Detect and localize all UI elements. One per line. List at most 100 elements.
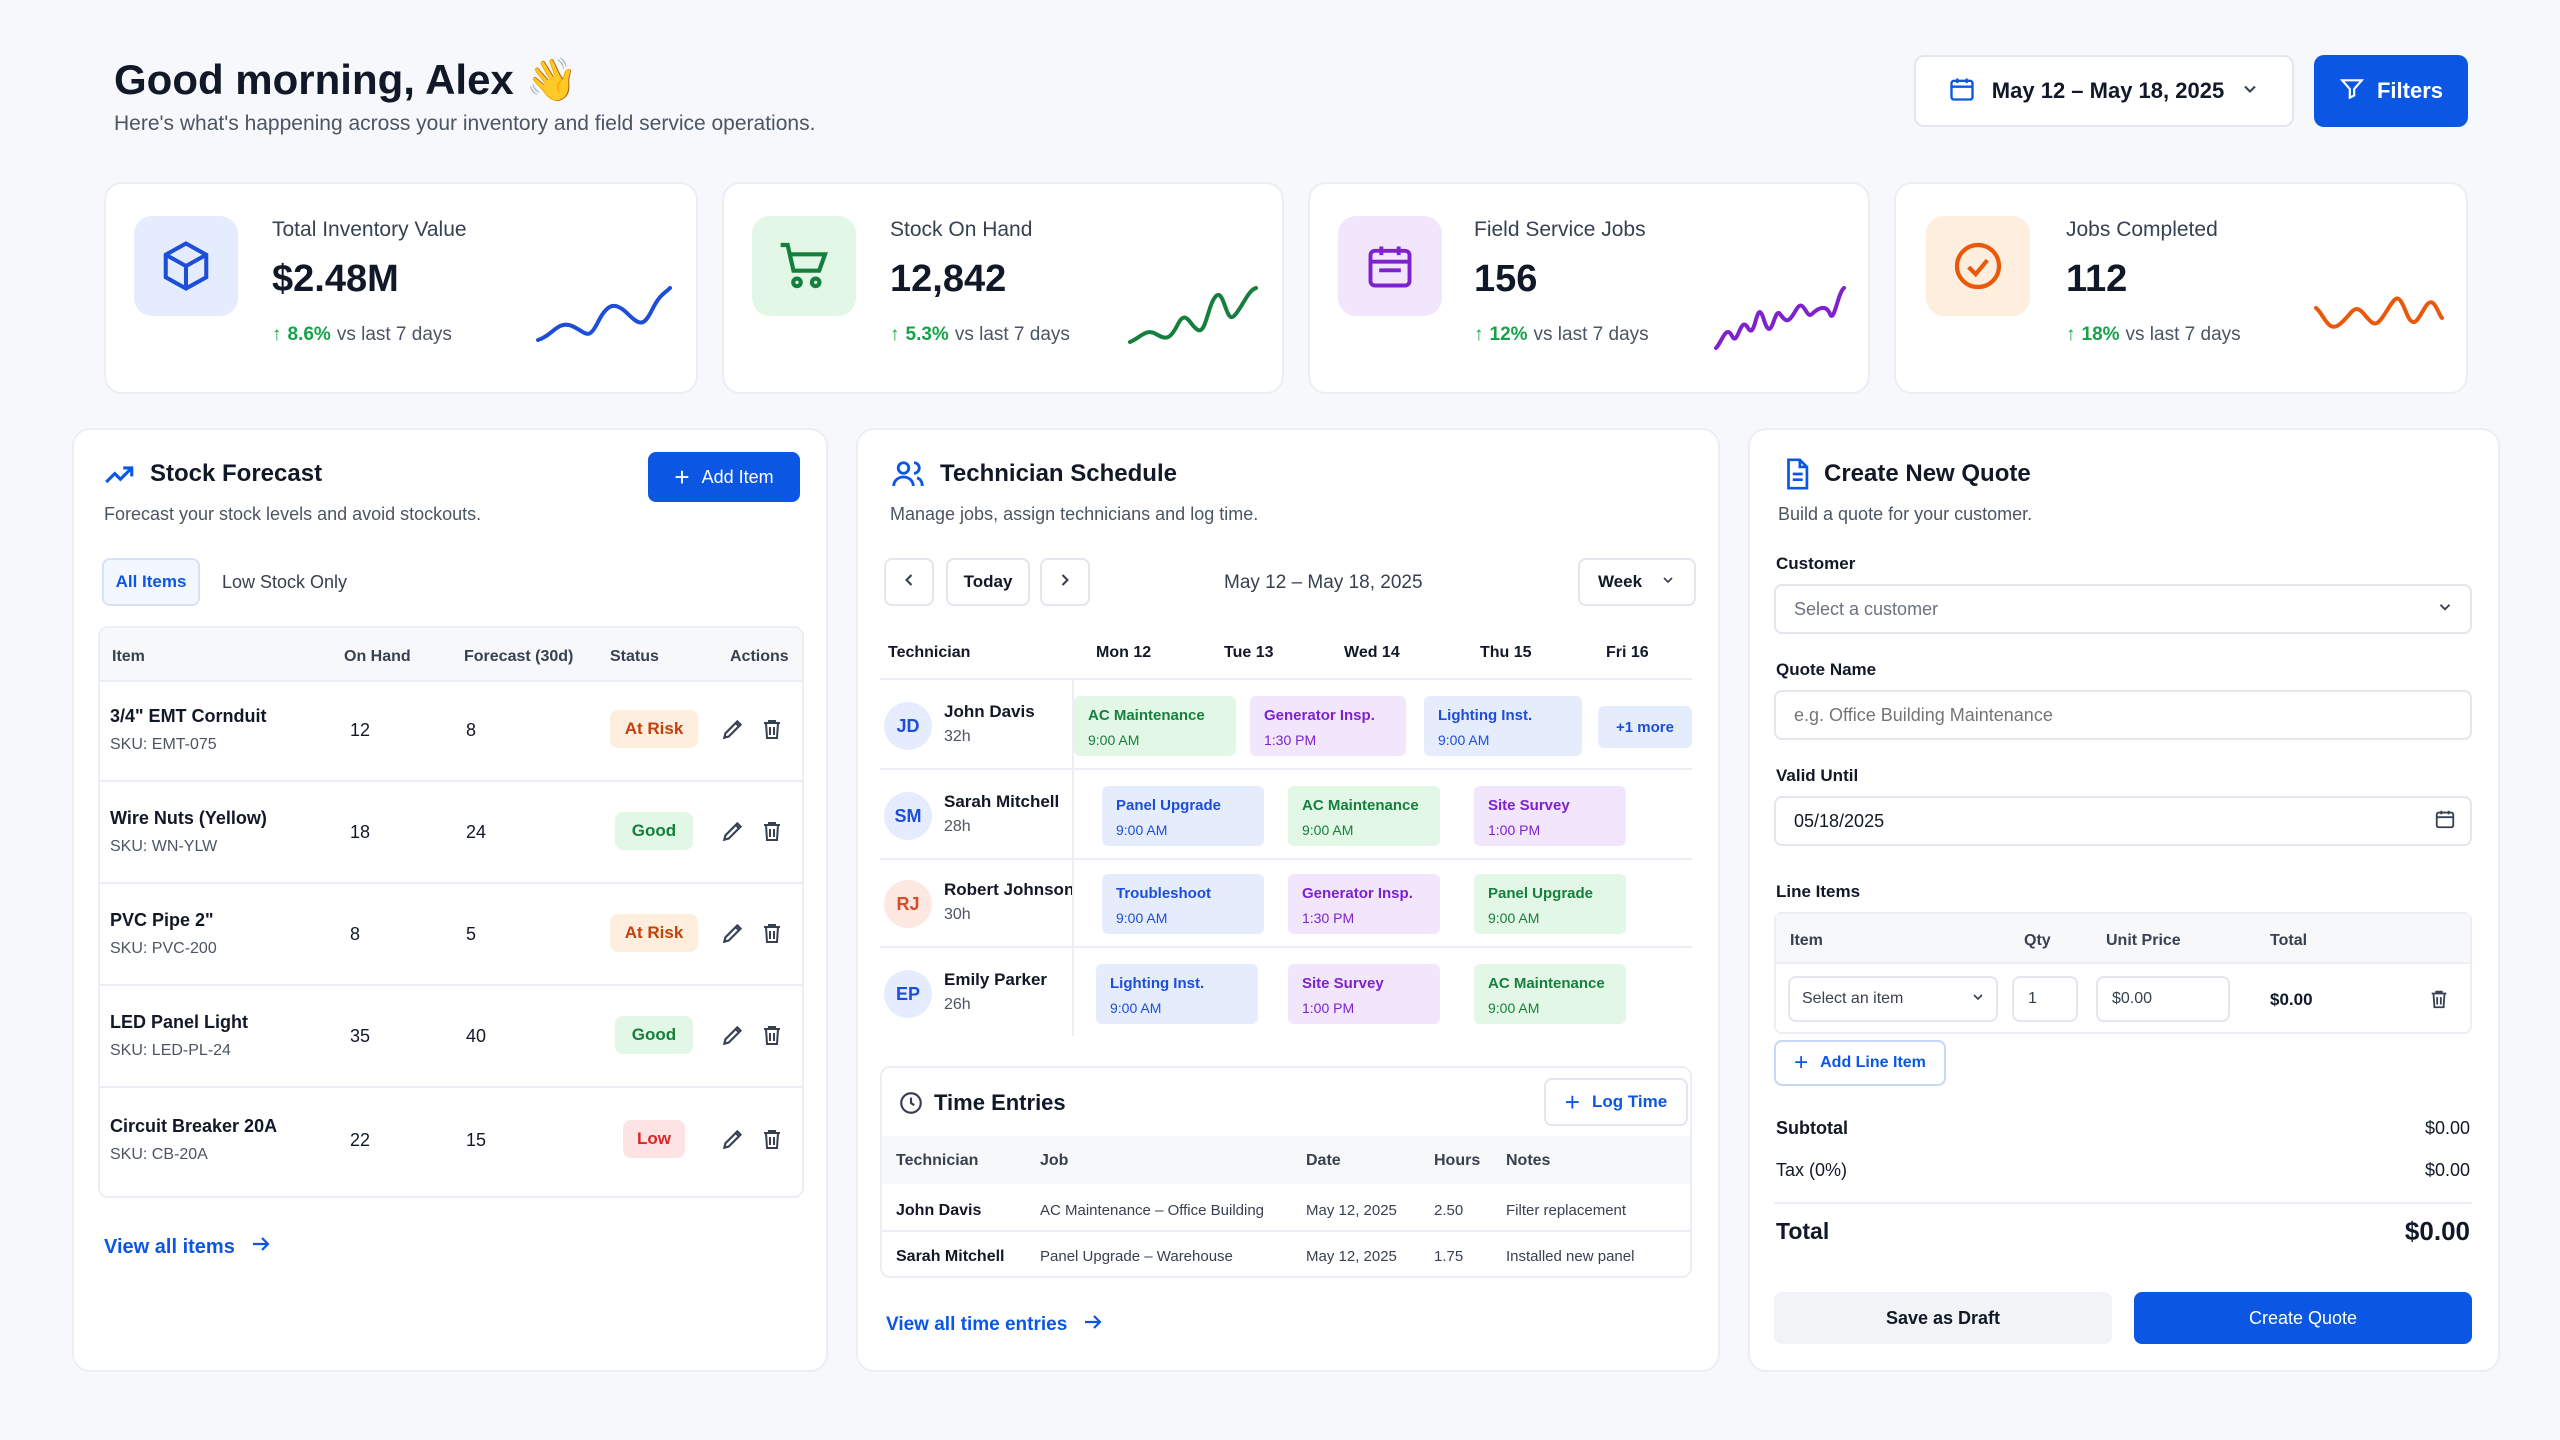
save-draft-button[interactable]: Save as Draft [1774, 1292, 2112, 1344]
stock-table: Item On Hand Forecast (30d) Status Actio… [98, 626, 804, 1198]
column-header: Item [112, 648, 145, 665]
filters-button[interactable]: Filters [2314, 55, 2468, 127]
job-tile[interactable]: AC Maintenance 9:00 AM [1288, 786, 1440, 846]
stat-title: Jobs Completed [2066, 218, 2218, 241]
view-all-time-entries-link[interactable]: View all time entries [886, 1310, 1105, 1340]
edit-icon[interactable] [720, 1126, 746, 1157]
stat-card-field-service-jobs: Field Service Jobs 156 ↑ 12% vs last 7 d… [1308, 182, 1870, 394]
column-header: Technician [888, 644, 971, 661]
date-range-picker[interactable]: May 12 – May 18, 2025 [1914, 55, 2294, 127]
item-name: PVC Pipe 2" [110, 910, 214, 930]
line-item-select[interactable]: Select an item [1788, 976, 1998, 1022]
column-header: Wed 14 [1344, 644, 1400, 661]
item-name: 3/4" EMT Cornduit [110, 706, 267, 726]
view-select[interactable]: Week [1578, 558, 1696, 606]
trash-icon[interactable] [2428, 988, 2450, 1015]
job-name: Panel Upgrade [1488, 885, 1594, 902]
valid-until-date-input[interactable]: 05/18/2025 [1774, 796, 2472, 846]
create-quote-button[interactable]: Create Quote [2134, 1292, 2472, 1344]
trash-icon[interactable] [760, 818, 784, 849]
stat-card-jobs-completed: Jobs Completed 112 ↑ 18% vs last 7 days [1894, 182, 2468, 394]
edit-icon[interactable] [720, 920, 746, 951]
add-item-button[interactable]: + Add Item [648, 452, 800, 502]
on-hand-value: 22 [350, 1130, 371, 1150]
job-tile[interactable]: Site Survey 1:00 PM [1474, 786, 1626, 846]
edit-icon[interactable] [720, 716, 746, 747]
job-time: 1:30 PM [1264, 732, 1317, 748]
unit-price-input[interactable]: $0.00 [2096, 976, 2230, 1022]
status-badge: At Risk [610, 710, 698, 748]
job-tile[interactable]: Generator Insp. 1:30 PM [1250, 696, 1406, 756]
tab-all-items[interactable]: All Items [102, 558, 200, 606]
job-name: AC Maintenance [1302, 797, 1419, 814]
prev-week-button[interactable] [884, 558, 934, 606]
edit-icon[interactable] [720, 1022, 746, 1053]
job-tile[interactable]: Panel Upgrade 9:00 AM [1102, 786, 1264, 846]
next-week-button[interactable] [1040, 558, 1090, 606]
trash-icon[interactable] [760, 716, 784, 747]
panel-subtitle: Manage jobs, assign technicians and log … [890, 504, 1259, 524]
job-tile[interactable]: AC Maintenance 9:00 AM [1074, 696, 1236, 756]
table-row: LED Panel Light SKU: LED-PL-24 35 40 Good [100, 986, 802, 1088]
job-tile[interactable]: Lighting Inst. 9:00 AM [1424, 696, 1582, 756]
quantity-input[interactable]: 1 [2012, 976, 2078, 1022]
panel-title: Create New Quote [1824, 460, 2031, 487]
trash-icon[interactable] [760, 920, 784, 951]
job-tile[interactable]: Panel Upgrade 9:00 AM [1474, 874, 1626, 934]
log-time-button[interactable]: + Log Time [1544, 1078, 1688, 1126]
customer-select[interactable]: Select a customer [1774, 584, 2472, 634]
tax-value: $0.00 [2424, 1160, 2470, 1180]
arrow-right-icon [1081, 1310, 1105, 1340]
quote-name-input[interactable] [1774, 690, 2472, 740]
on-hand-value: 18 [350, 822, 371, 842]
subtotal-value: $0.00 [2424, 1118, 2470, 1138]
page-subtitle: Here's what's happening across your inve… [114, 112, 816, 135]
table-row: Wire Nuts (Yellow) SKU: WN-YLW 18 24 Good [100, 782, 802, 884]
subtotal-label: Subtotal [1776, 1118, 1848, 1138]
calendar-icon [1338, 216, 1442, 316]
column-header: Mon 12 [1096, 644, 1152, 661]
stat-card-stock-on-hand: Stock On Hand 12,842 ↑ 5.3% vs last 7 da… [722, 182, 1284, 394]
column-header: Fri 16 [1606, 644, 1649, 661]
column-header: Thu 15 [1480, 644, 1532, 661]
total-label: Total [1776, 1218, 1830, 1244]
edit-icon[interactable] [720, 818, 746, 849]
more-jobs-button[interactable]: +1 more [1598, 706, 1692, 748]
column-header: Status [610, 648, 659, 665]
forecast-value: 24 [466, 822, 487, 842]
chevron-down-icon [2436, 598, 2454, 621]
table-row: Circuit Breaker 20A SKU: CB-20A 22 15 Low [100, 1090, 802, 1192]
column-header: Unit Price [2106, 932, 2181, 949]
view-all-items-link[interactable]: View all items [104, 1232, 273, 1262]
technician-hours: 26h [944, 996, 971, 1013]
calendar-icon [1948, 75, 1976, 108]
trash-icon[interactable] [760, 1126, 784, 1157]
job-name: AC Maintenance [1488, 975, 1605, 992]
avatar: RJ [884, 880, 932, 928]
technician-hours: 32h [944, 728, 971, 745]
today-button[interactable]: Today [946, 558, 1030, 606]
filter-icon [2339, 76, 2365, 107]
job-tile[interactable]: Generator Insp. 1:30 PM [1288, 874, 1440, 934]
avatar: SM [884, 792, 932, 840]
add-line-item-button[interactable]: + Add Line Item [1774, 1040, 1946, 1086]
job-tile[interactable]: Lighting Inst. 9:00 AM [1096, 964, 1258, 1024]
item-sku: SKU: WN-YLW [110, 838, 218, 855]
total-value: $0.00 [2404, 1216, 2470, 1246]
stat-title: Field Service Jobs [1474, 218, 1646, 241]
job-time: 9:00 AM [1302, 822, 1354, 838]
job-tile[interactable]: Troubleshoot 9:00 AM [1102, 874, 1264, 934]
technician-schedule-panel: Technician Schedule Manage jobs, assign … [856, 428, 1720, 1372]
time-entries-title: Time Entries [934, 1090, 1066, 1115]
job-name: Panel Upgrade [1116, 797, 1222, 814]
job-name: Site Survey [1302, 975, 1384, 992]
valid-until-label: Valid Until [1776, 766, 1859, 785]
item-sku: SKU: EMT-075 [110, 736, 217, 753]
trash-icon[interactable] [760, 1022, 784, 1053]
tab-low-stock-only[interactable]: Low Stock Only [222, 572, 348, 592]
job-time: 9:00 AM [1488, 910, 1540, 926]
job-tile[interactable]: AC Maintenance 9:00 AM [1474, 964, 1626, 1024]
stat-value: 112 [2066, 258, 2128, 300]
job-time: 9:00 AM [1438, 732, 1490, 748]
job-tile[interactable]: Site Survey 1:00 PM [1288, 964, 1440, 1024]
